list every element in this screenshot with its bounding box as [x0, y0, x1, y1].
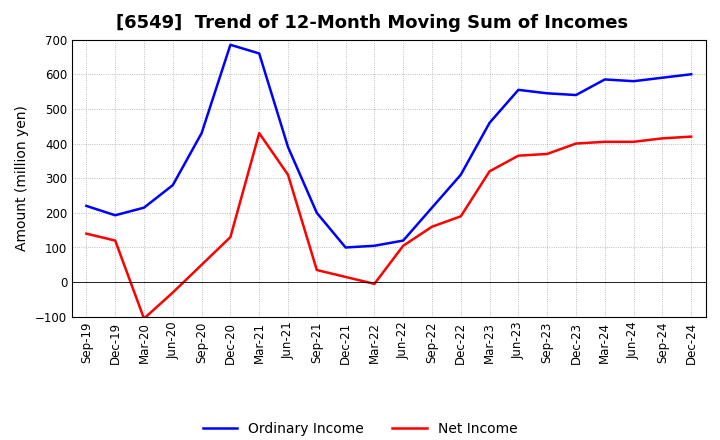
Ordinary Income	[226, 42, 235, 48]
Net Income	[341, 274, 350, 279]
Net Income	[140, 316, 148, 321]
Ordinary Income	[428, 205, 436, 210]
Ordinary Income	[600, 77, 609, 82]
Ordinary Income	[168, 183, 177, 188]
Net Income	[687, 134, 696, 139]
Ordinary Income	[255, 51, 264, 56]
Ordinary Income	[111, 213, 120, 218]
Net Income	[629, 139, 638, 144]
Ordinary Income	[687, 72, 696, 77]
Net Income	[399, 243, 408, 249]
Ordinary Income	[514, 87, 523, 92]
Ordinary Income	[456, 172, 465, 177]
Ordinary Income	[629, 78, 638, 84]
Net Income	[658, 136, 667, 141]
Net Income	[168, 290, 177, 295]
Ordinary Income	[485, 120, 494, 125]
Net Income	[312, 268, 321, 273]
Net Income	[543, 151, 552, 157]
Ordinary Income	[197, 131, 206, 136]
Ordinary Income	[370, 243, 379, 249]
Net Income	[428, 224, 436, 229]
Net Income	[226, 235, 235, 240]
Net Income	[600, 139, 609, 144]
Y-axis label: Amount (million yen): Amount (million yen)	[15, 105, 30, 251]
Net Income	[456, 214, 465, 219]
Text: [6549]  Trend of 12-Month Moving Sum of Incomes: [6549] Trend of 12-Month Moving Sum of I…	[117, 15, 629, 33]
Ordinary Income	[82, 203, 91, 209]
Ordinary Income	[341, 245, 350, 250]
Net Income	[255, 131, 264, 136]
Legend: Ordinary Income, Net Income: Ordinary Income, Net Income	[197, 417, 523, 440]
Net Income	[111, 238, 120, 243]
Ordinary Income	[312, 210, 321, 216]
Ordinary Income	[284, 144, 292, 150]
Net Income	[197, 262, 206, 268]
Net Income	[514, 153, 523, 158]
Line: Net Income: Net Income	[86, 133, 691, 319]
Ordinary Income	[543, 91, 552, 96]
Line: Ordinary Income: Ordinary Income	[86, 45, 691, 247]
Net Income	[485, 169, 494, 174]
Net Income	[572, 141, 580, 146]
Ordinary Income	[399, 238, 408, 243]
Net Income	[370, 281, 379, 286]
Ordinary Income	[140, 205, 148, 210]
Ordinary Income	[658, 75, 667, 81]
Ordinary Income	[572, 92, 580, 98]
Net Income	[82, 231, 91, 236]
Net Income	[284, 172, 292, 177]
